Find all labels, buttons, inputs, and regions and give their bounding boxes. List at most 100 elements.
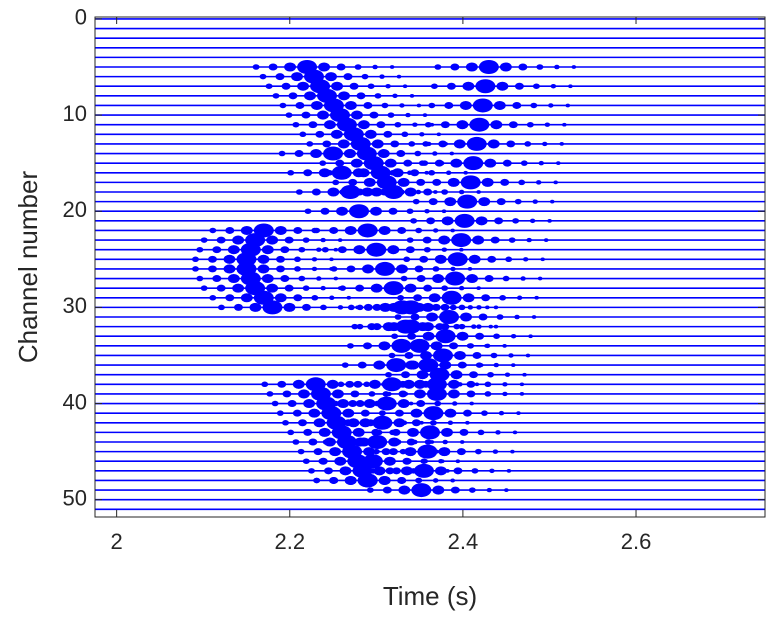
wavelet-lobe: [200, 285, 208, 291]
wavelet-lobe: [472, 235, 485, 245]
wavelet-lobe: [280, 275, 290, 283]
wavelet-lobe: [339, 466, 352, 476]
wavelet-lobe: [502, 391, 508, 397]
x-tick-label: 2: [111, 529, 123, 554]
wavelet-lobe: [428, 102, 436, 109]
wavelet-lobe: [378, 341, 391, 351]
wavelet-lobe: [435, 323, 445, 331]
wavelet-lobe: [432, 478, 439, 483]
arrival: [447, 252, 468, 267]
wavelet-lobe: [416, 370, 429, 380]
wavelet-lobe: [208, 265, 217, 273]
wavelet-lobe: [393, 418, 406, 428]
wavelet-lobe: [481, 410, 488, 416]
wavelet-lobe: [438, 458, 444, 464]
wavelet-lobe: [542, 141, 548, 147]
wavelet-lobe: [313, 477, 321, 484]
wavelet-lobe: [373, 360, 386, 370]
wavelet-lobe: [474, 448, 482, 455]
wavelet-lobe: [476, 286, 481, 291]
wavelet-lobe: [466, 274, 479, 284]
wavelet-lobe: [346, 343, 354, 349]
wavelet-lobe: [403, 392, 409, 396]
wavelet-lobe: [343, 419, 353, 427]
wavelet-lobe: [499, 295, 507, 301]
wavelet-lobe: [391, 333, 399, 339]
wavelet-lobe: [443, 362, 451, 368]
wavelet-lobe: [514, 314, 520, 320]
wavelet-lobe: [322, 439, 330, 445]
wavelet-lobe: [291, 72, 303, 82]
wavelet-lobe: [415, 151, 421, 156]
wavelet-lobe: [297, 448, 305, 455]
wavelet-lobe: [520, 160, 528, 166]
wavelet-lobe: [362, 264, 374, 274]
y-tick-label: 0: [75, 5, 87, 30]
wavelet-lobe: [354, 437, 367, 447]
arrival: [435, 329, 456, 344]
wavelet-lobe: [441, 189, 449, 195]
wavelet-lobe: [347, 304, 355, 311]
arrival: [413, 463, 434, 478]
wavelet-lobe: [320, 237, 326, 243]
wavelet-lobe: [362, 342, 372, 350]
wavelet-lobe: [320, 207, 330, 215]
wavelet-lobe: [550, 83, 557, 89]
wavelet-lobe: [445, 468, 450, 473]
wavelet-lobe: [240, 225, 253, 235]
wavelet-lobe: [412, 341, 425, 351]
wavelet-lobe: [471, 468, 479, 474]
wavelet-lobe: [424, 208, 430, 214]
x-axis-label: Time (s): [383, 581, 477, 611]
wavelet-lobe: [481, 177, 494, 187]
wavelet-lobe: [432, 266, 440, 272]
wavelet-lobe: [281, 82, 291, 90]
wavelet-lobe: [280, 246, 290, 254]
wavelet-lobe: [412, 122, 418, 127]
wavelet-lobe: [385, 467, 395, 475]
wavelet-lobe: [381, 448, 391, 456]
arrival: [466, 136, 487, 151]
y-tick-label: 40: [63, 389, 87, 414]
wavelet-lobe: [426, 312, 438, 322]
wavelet-lobe: [528, 334, 533, 339]
wavelet-lobe: [468, 254, 481, 264]
wavelet-lobe: [496, 314, 504, 320]
arrival: [395, 319, 416, 334]
arrival: [457, 194, 478, 209]
wavelet-lobe: [424, 121, 432, 128]
wavelet-lobe: [333, 276, 339, 281]
wavelet-lobe: [446, 82, 456, 90]
wavelet-lobe: [400, 275, 408, 282]
wavelet-lobe: [329, 257, 334, 262]
wavelet-lobe: [319, 160, 327, 166]
wavelet-lobe: [311, 295, 319, 301]
wavelet-lobe: [387, 112, 395, 118]
wavelet-lobe: [434, 449, 440, 454]
wavelet-lobe: [462, 293, 475, 303]
wavelet-lobe: [298, 275, 306, 282]
wavelet-lobe: [318, 427, 331, 437]
wavelet-lobe: [212, 275, 222, 283]
wavelet-lobe: [410, 313, 420, 321]
wavelet-lobe: [531, 315, 537, 319]
wavelet-lobe: [416, 179, 424, 186]
arrival: [432, 348, 453, 363]
wavelet-lobe: [299, 131, 307, 138]
wavelet-lobe: [466, 390, 476, 398]
wavelet-lobe: [378, 225, 391, 235]
arrival: [357, 223, 378, 238]
wavelet-lobe: [372, 64, 378, 70]
wavelet-lobe: [494, 217, 504, 225]
wavelet-lobe: [397, 189, 405, 195]
wavelet-lobe: [268, 63, 278, 71]
wavelet-lobe: [350, 390, 360, 398]
wavelet-lobe: [415, 477, 423, 484]
wavelet-lobe: [259, 73, 267, 80]
wavelet-lobe: [481, 294, 491, 302]
wavelet-lobe: [394, 314, 402, 320]
wavelet-lobe: [496, 81, 509, 91]
x-tick-label: 2.2: [274, 529, 305, 554]
wavelet-lobe: [257, 264, 270, 274]
wavelet-lobe: [487, 139, 500, 149]
